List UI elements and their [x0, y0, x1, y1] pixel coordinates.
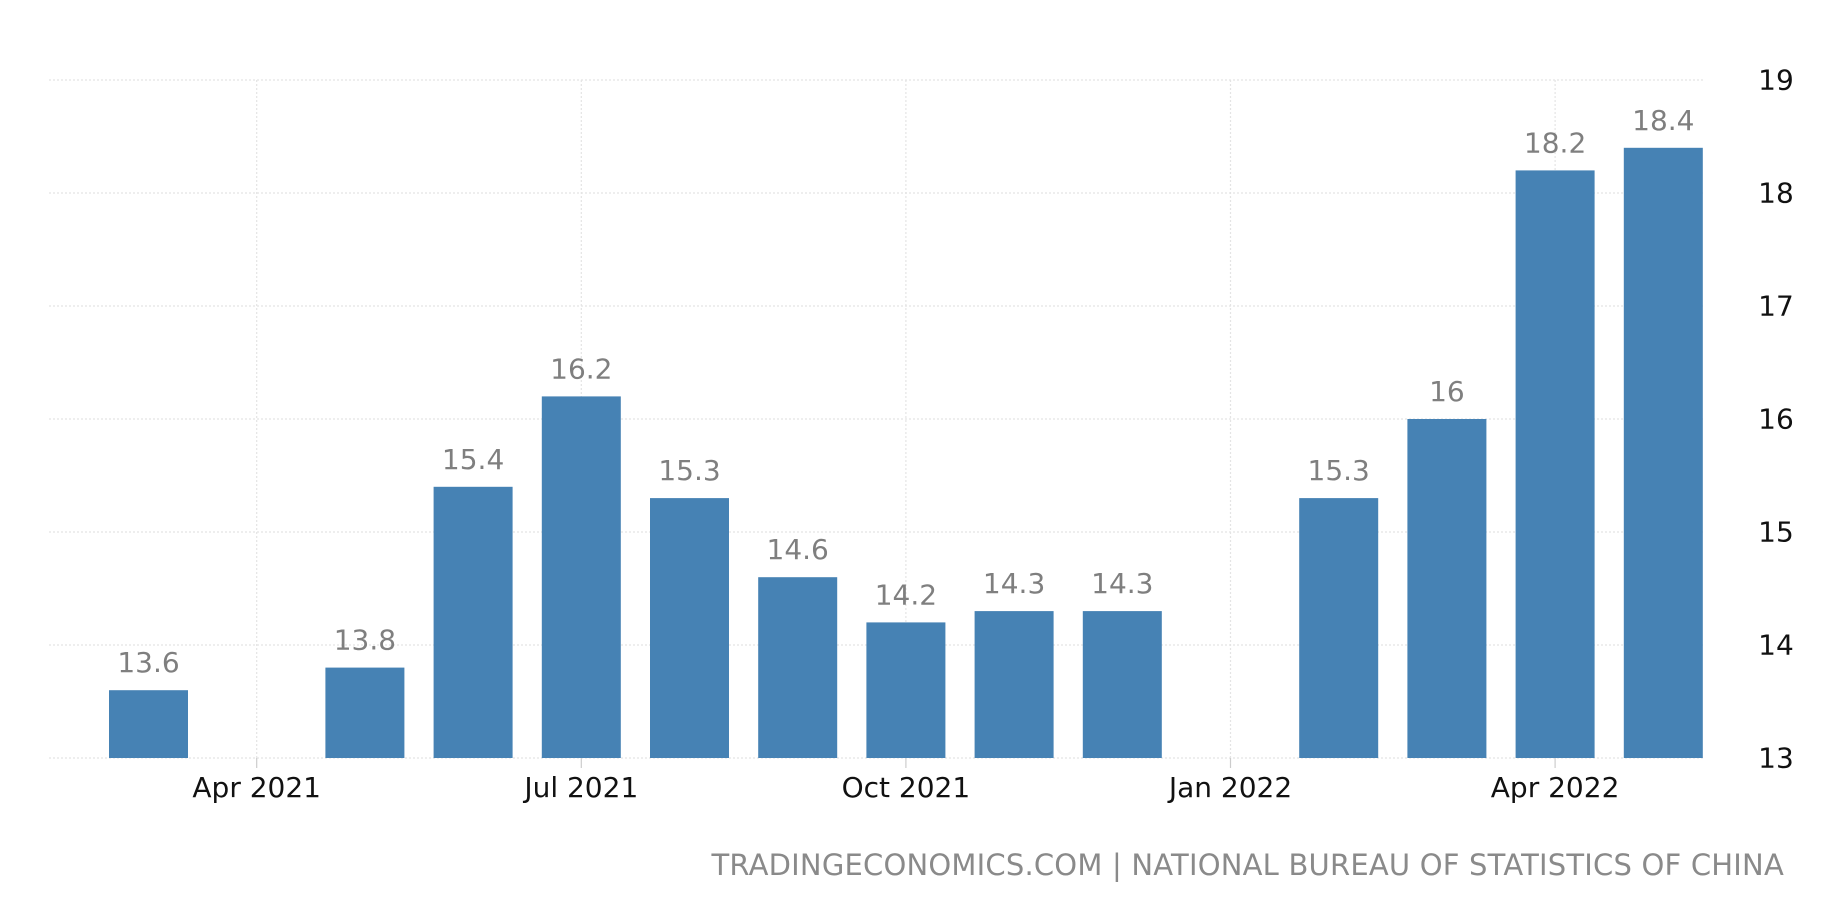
data-label: 14.6: [767, 533, 829, 566]
bars: [109, 147, 1703, 759]
data-label: 14.3: [1091, 567, 1153, 600]
y-tick-label: 18: [1758, 177, 1794, 210]
bar: [109, 690, 188, 758]
bar: [433, 486, 513, 758]
data-label: 15.4: [442, 443, 504, 476]
y-tick-label: 16: [1758, 403, 1794, 436]
data-labels: 13.6 13.8 15.4 16.2 15.3 14.6 14.2 14.3 14.3 15.3…: [117, 104, 1694, 679]
bar: [1623, 147, 1703, 759]
bar: [758, 577, 838, 758]
data-label: 16.2: [550, 352, 612, 385]
data-label: 14.2: [875, 578, 937, 611]
y-axis: 13 14 15 16 17 18 19: [1758, 64, 1794, 775]
data-label: 18.2: [1524, 126, 1586, 159]
data-label: 14.3: [983, 567, 1045, 600]
bar: [1407, 419, 1487, 758]
y-tick-label: 17: [1758, 290, 1794, 323]
data-label: 18.4: [1632, 104, 1694, 137]
data-label: 15.3: [658, 454, 720, 487]
bar: [866, 622, 946, 758]
data-label: 13.6: [117, 646, 179, 679]
bar: [1515, 170, 1595, 758]
x-tick-label: Jan 2022: [1167, 771, 1292, 804]
y-tick-label: 13: [1758, 742, 1794, 775]
bar: [1082, 611, 1162, 758]
x-tick-label: Oct 2021: [842, 771, 971, 804]
data-label: 15.3: [1308, 454, 1370, 487]
bar: [1299, 498, 1379, 758]
bar: [650, 498, 729, 758]
data-label: 13.8: [334, 624, 396, 657]
y-tick-label: 14: [1758, 629, 1794, 662]
x-tick-label: Apr 2021: [192, 771, 321, 804]
x-tick-label: Apr 2022: [1491, 771, 1620, 804]
y-tick-label: 19: [1758, 64, 1794, 97]
y-tick-label: 15: [1758, 516, 1794, 549]
data-label: 16: [1429, 375, 1465, 408]
source-credit: TRADINGECONOMICS.COM | NATIONAL BUREAU O…: [711, 848, 1784, 882]
x-tick-label: Jul 2021: [522, 771, 638, 804]
bar: [325, 667, 405, 758]
bar: [974, 611, 1054, 758]
bar: [541, 396, 621, 758]
x-axis: Apr 2021 Jul 2021 Oct 2021 Jan 2022 Apr 2022: [192, 758, 1619, 804]
